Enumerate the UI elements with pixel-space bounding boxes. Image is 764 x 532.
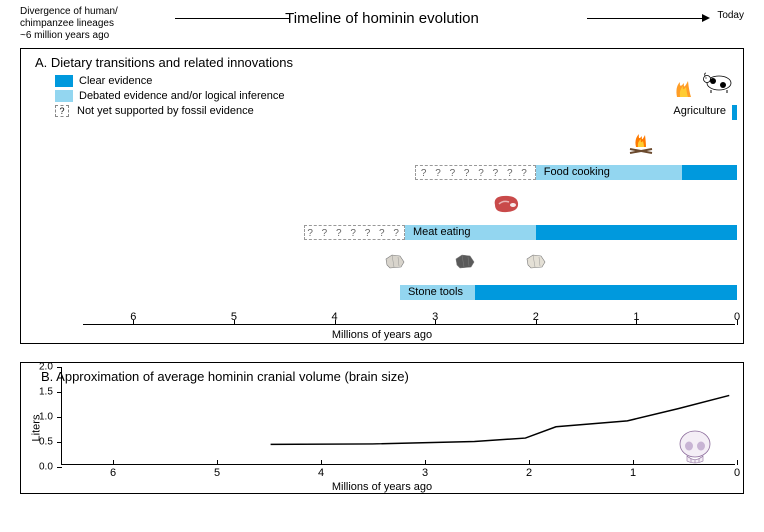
meat_eating-label: Meat eating [409, 225, 470, 240]
stone_tools-bar-clear [475, 285, 737, 300]
x-tick-label-a: 6 [130, 311, 136, 323]
x-tick-label-b: 6 [110, 467, 116, 479]
cranial-volume-line [271, 395, 730, 444]
legend-swatch-debated [55, 90, 73, 102]
panel-a: A. Dietary transitions and related innov… [20, 48, 744, 344]
x-tick-label-a: 1 [633, 311, 639, 323]
meat_eating-bar-clear [536, 225, 737, 240]
x-tick-label-b: 4 [318, 467, 324, 479]
x-tick-mark-b [737, 460, 738, 465]
page: Divergence of human/ chimpanzee lineages… [0, 0, 764, 532]
food_cooking-bar-question: ? ? ? ? ? ? ? ? ? ? [415, 165, 536, 180]
stone-icon [384, 253, 406, 269]
y-tick-mark-b [57, 392, 62, 393]
arrow-line-left [175, 18, 290, 19]
stone_tools-label: Stone tools [404, 285, 463, 300]
food_cooking-label: Food cooking [540, 165, 610, 180]
today-label: Today [717, 10, 744, 21]
skull-icon [675, 429, 715, 465]
flames-icon [673, 77, 695, 99]
y-tick-mark-b [57, 417, 62, 418]
stone-icon [454, 253, 476, 269]
x-tick-mark-b [321, 460, 322, 465]
x-tick-label-a: 2 [533, 311, 539, 323]
legend-swatch-clear [55, 75, 73, 87]
y-tick-label-b: 2.0 [39, 362, 53, 373]
y-tick-mark-b [57, 442, 62, 443]
x-tick-label-b: 0 [734, 467, 740, 479]
legend-question-box: ? [55, 105, 69, 117]
arrow-head-right [702, 14, 710, 22]
y-tick-label-b: 1.5 [39, 387, 53, 398]
meat_eating-bar-question: ? ? ? ? ? ? ? ? ? [304, 225, 405, 240]
meat-icon [491, 193, 521, 215]
x-tick-mark-b [113, 460, 114, 465]
food_cooking-bar-clear [682, 165, 737, 180]
panel-b: B. Approximation of average hominin cran… [20, 362, 744, 494]
x-tick-mark-b [529, 460, 530, 465]
x-tick-label-b: 2 [526, 467, 532, 479]
y-tick-mark-b [57, 367, 62, 368]
x-tick-mark-b [217, 460, 218, 465]
x-tick-mark-b [633, 460, 634, 465]
x-tick-label-b: 3 [422, 467, 428, 479]
chart-b-plot [61, 367, 735, 465]
x-tick-label-b: 1 [630, 467, 636, 479]
y-tick-mark-b [57, 467, 62, 468]
x-label-b: Millions of years ago [332, 481, 432, 493]
agriculture-label: Agriculture [673, 105, 726, 117]
x-tick-label-b: 5 [214, 467, 220, 479]
cow-icon [701, 69, 735, 93]
cranial-line [61, 367, 735, 465]
x-tick-label-a: 4 [331, 311, 337, 323]
arrow-line-right [587, 18, 702, 19]
y-tick-label-b: 0.5 [39, 437, 53, 448]
bonfire-icon [628, 131, 654, 155]
agriculture-bar-clear [732, 105, 737, 120]
x-tick-label-a: 3 [432, 311, 438, 323]
y-tick-label-b: 1.0 [39, 412, 53, 423]
stone-icon [525, 253, 547, 269]
chart-a-plot: ? ? ? ? ? ? ? ? ? ? Food cooking ? ? ? ? ?… [83, 49, 735, 307]
timeline-title: Timeline of hominin evolution [285, 10, 479, 27]
header: Divergence of human/ chimpanzee lineages… [20, 6, 744, 46]
x-label-a: Millions of years ago [332, 329, 432, 341]
x-tick-mark-b [425, 460, 426, 465]
y-tick-label-b: 0.0 [39, 462, 53, 473]
x-tick-label-a: 5 [231, 311, 237, 323]
divergence-text: Divergence of human/ chimpanzee lineages… [20, 6, 118, 42]
x-tick-label-a: 0 [734, 311, 740, 323]
